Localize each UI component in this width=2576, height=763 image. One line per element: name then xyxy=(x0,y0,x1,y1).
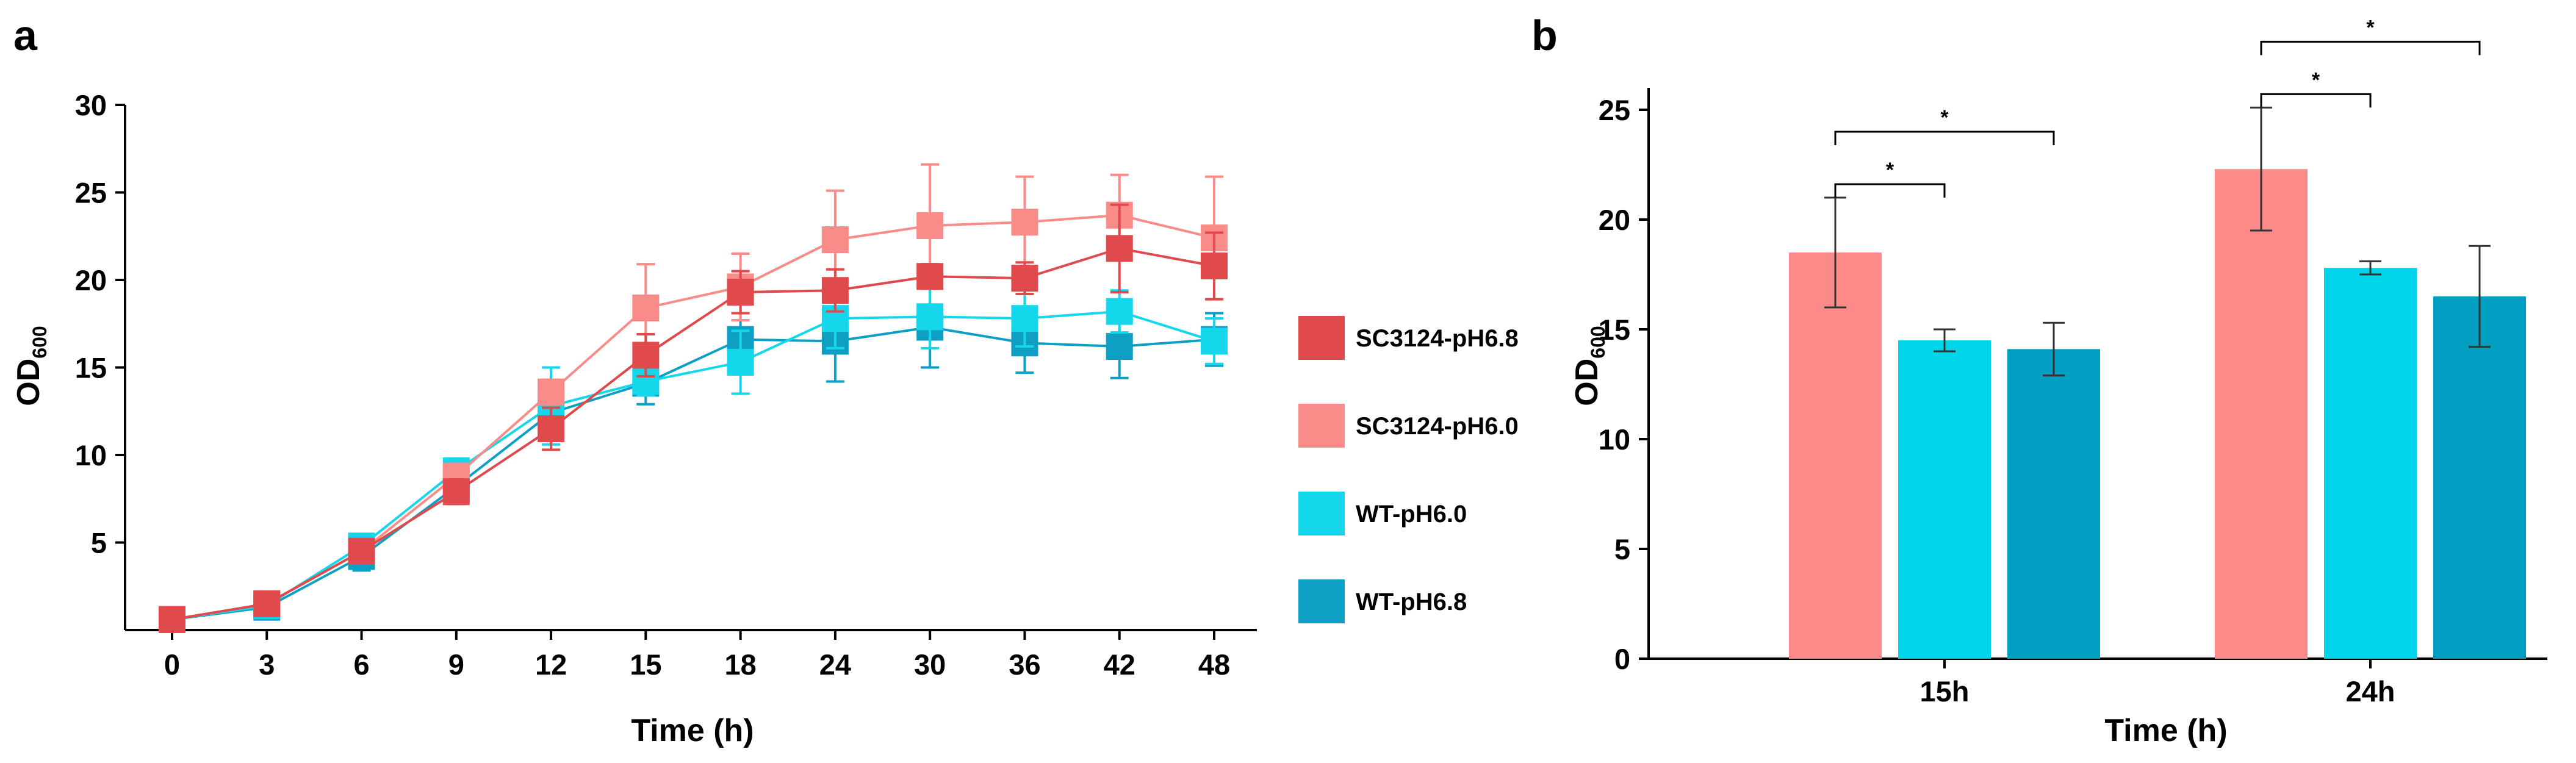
panel-b-y-tick-label: 0 xyxy=(1614,643,1630,675)
panel-a-x-tick-label: 36 xyxy=(1009,648,1040,681)
panel-a-data-point xyxy=(916,303,944,331)
panel-b-chart: 0 5 10 15 20 25 15h 24h * * * * Time (h) OD600 xyxy=(1569,16,2547,748)
panel-b-significance-bracket xyxy=(1834,131,2055,145)
panel-a-data-point xyxy=(1011,305,1038,332)
panel-a-data-point xyxy=(1106,298,1133,325)
panel-a-data-point xyxy=(1011,209,1038,236)
panel-b-bar xyxy=(2007,349,2100,659)
panel-a-y-tick-label: 10 xyxy=(75,439,107,471)
panel-a-y-tick-label: 15 xyxy=(75,352,107,384)
panel-a-data-point xyxy=(538,378,565,406)
panel-b-significance-bracket xyxy=(1834,183,1946,198)
panel-a-legend-label: WT-pH6.8 xyxy=(1356,589,1467,615)
panel-a-y-tick-label: 20 xyxy=(75,264,107,296)
panel-a-data-point xyxy=(1106,333,1133,360)
panel-a-x-axis-title: Time (h) xyxy=(631,713,754,748)
panel-a-series-line xyxy=(171,310,1215,621)
panel-a-legend-label: SC3124-pH6.0 xyxy=(1356,413,1519,440)
panel-b-y-axis-title: OD600 xyxy=(1569,326,1609,406)
panel-b-y-tick-label: 10 xyxy=(1599,423,1630,456)
panel-b-y-tick-label: 25 xyxy=(1599,94,1630,126)
panel-a-data-point xyxy=(253,590,281,617)
panel-b-bar xyxy=(1898,340,1991,659)
panel-b-marks: * * * * xyxy=(1789,16,2526,659)
panel-a-x-tick-label: 3 xyxy=(259,648,275,681)
panel-a-data-point xyxy=(1106,235,1133,262)
panel-a-y-axis-title: OD600 xyxy=(11,326,51,406)
panel-b-significance-bracket xyxy=(2260,40,2481,56)
panel-b-significance-star: * xyxy=(1886,159,1894,182)
panel-a-x-tick-label: 18 xyxy=(724,648,756,681)
panel-a-legend-label: SC3124-pH6.8 xyxy=(1356,325,1519,352)
panel-a-data-point xyxy=(442,478,470,506)
panel-a-marks xyxy=(159,163,1228,633)
panel-a-data-point xyxy=(632,294,660,321)
panel-a-data-point xyxy=(727,348,754,376)
panel-b-bar xyxy=(2215,169,2308,659)
panel-a-data-point xyxy=(916,212,944,240)
panel-a-data-point xyxy=(159,606,185,633)
panel-a-series-line xyxy=(171,213,1215,621)
panel-b-y-tick-label: 15 xyxy=(1599,313,1630,346)
panel-a-series-line xyxy=(171,247,1215,621)
panel-b-x-axis-title: Time (h) xyxy=(2104,713,2227,748)
panel-a-legend-swatch xyxy=(1298,579,1345,623)
panel-b-significance-bracket xyxy=(2260,93,2372,108)
panel-a-legend-label: WT-pH6.0 xyxy=(1356,501,1467,528)
panel-a-x-tick-label: 48 xyxy=(1198,648,1230,681)
panel-a-x-tick-label: 30 xyxy=(914,648,946,681)
panel-b-significance-star: * xyxy=(2312,68,2320,91)
panel-a-y-tick-label: 5 xyxy=(91,527,107,559)
panel-a-data-point xyxy=(916,263,944,290)
panel-a-legend-swatch xyxy=(1298,404,1345,448)
panel-a-data-point xyxy=(632,342,660,369)
panel-b-bar xyxy=(1789,253,1882,659)
panel-a-data-point xyxy=(348,537,375,565)
panel-a-y-tick-label: 30 xyxy=(75,89,107,121)
panel-b-y-axis-title-sub: 600 xyxy=(1587,326,1609,358)
panel-b-x-tick-label: 15h xyxy=(1920,675,1970,707)
panel-a-x-tick-label: 6 xyxy=(353,648,369,681)
panel-a-data-point xyxy=(821,226,849,253)
panel-b-significance-star: * xyxy=(1940,106,1949,129)
panel-a-y-tick-label: 25 xyxy=(75,177,107,209)
panel-b-bar xyxy=(2433,296,2526,659)
panel-a-y-axis-title-sub: 600 xyxy=(29,326,51,358)
panel-a-x-tick-label: 24 xyxy=(819,648,851,681)
panel-a-x-tick-label: 15 xyxy=(630,648,661,681)
panel-b-y-tick-label: 5 xyxy=(1614,533,1630,565)
panel-b-y-tick-label: 20 xyxy=(1599,204,1630,236)
panel-a-x-tick-label: 0 xyxy=(164,648,180,681)
panel-a-letter: a xyxy=(13,12,38,59)
panel-b-x-tick-label: 24h xyxy=(2346,675,2395,707)
panel-a-legend-swatch xyxy=(1298,316,1345,360)
panel-a-legend-swatch xyxy=(1298,492,1345,536)
panel-b-y-axis-title-main: OD xyxy=(1569,359,1605,406)
panel-a-data-point xyxy=(727,279,754,306)
panel-a-legend: SC3124-pH6.8 SC3124-pH6.0 WT-pH6.0 WT-pH6.8 xyxy=(1298,316,1519,623)
panel-b-significance-star: * xyxy=(2366,16,2375,39)
panel-a-x-tick-label: 9 xyxy=(448,648,464,681)
panel-a-data-point xyxy=(821,277,849,304)
panel-a-data-point xyxy=(1011,265,1038,292)
panel-b-bar xyxy=(2324,268,2417,659)
panel-a-x-tick-label: 42 xyxy=(1104,648,1135,681)
panel-a-series-line xyxy=(171,326,1215,621)
panel-a-x-tick-label: 12 xyxy=(535,648,567,681)
panel-b-letter: b xyxy=(1531,12,1558,59)
panel-a-data-point xyxy=(1201,253,1228,280)
panel-a-data-point xyxy=(538,415,565,442)
panel-a-y-axis-title-main: OD xyxy=(11,359,46,406)
panel-a-data-point xyxy=(1201,328,1228,355)
